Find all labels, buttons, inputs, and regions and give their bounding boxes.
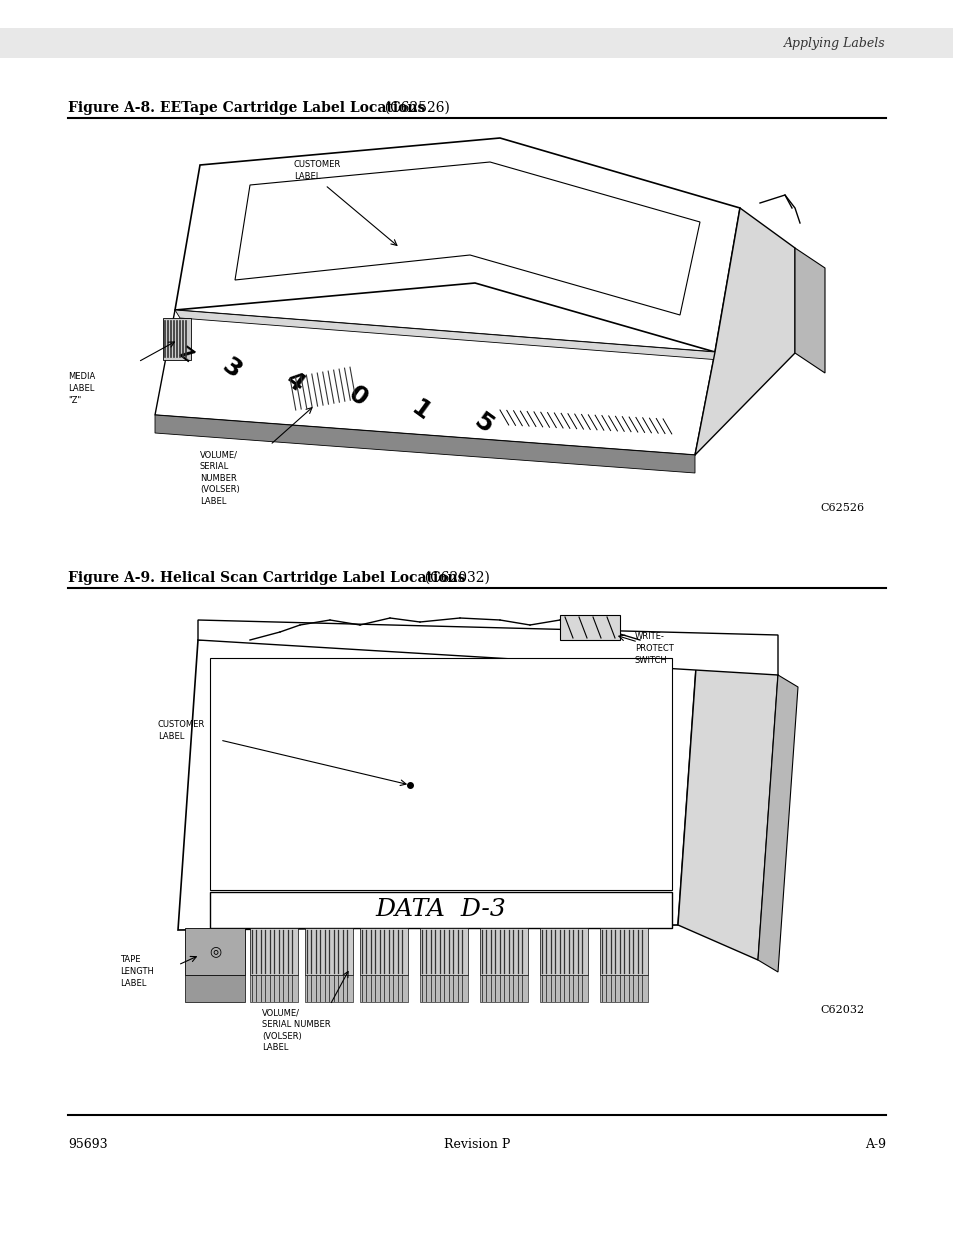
Text: (C62526): (C62526): [375, 101, 450, 115]
Text: 0: 0: [343, 382, 372, 411]
Bar: [163, 317, 191, 359]
Text: 3: 3: [217, 353, 246, 383]
Polygon shape: [794, 248, 824, 373]
Text: Revision P: Revision P: [443, 1139, 510, 1151]
Text: C62032: C62032: [820, 1005, 863, 1015]
Text: WRITE-
PROTECT
SWITCH: WRITE- PROTECT SWITCH: [635, 632, 673, 664]
Polygon shape: [479, 974, 527, 1002]
Polygon shape: [599, 927, 647, 974]
Polygon shape: [695, 207, 794, 454]
Polygon shape: [174, 138, 740, 352]
Polygon shape: [359, 974, 408, 1002]
Polygon shape: [234, 162, 700, 315]
Polygon shape: [599, 974, 647, 1002]
Polygon shape: [185, 927, 245, 974]
Polygon shape: [678, 640, 778, 960]
Polygon shape: [758, 676, 797, 972]
Polygon shape: [419, 974, 468, 1002]
Polygon shape: [539, 927, 587, 974]
Text: Applying Labels: Applying Labels: [783, 37, 885, 49]
Text: (C62032): (C62032): [416, 571, 489, 585]
Polygon shape: [250, 974, 297, 1002]
Text: 1: 1: [405, 395, 434, 425]
Text: C62526: C62526: [820, 503, 863, 513]
Text: 4: 4: [280, 367, 309, 396]
Text: ◎: ◎: [209, 944, 221, 958]
Polygon shape: [539, 974, 587, 1002]
Polygon shape: [419, 927, 468, 974]
Text: 95693: 95693: [68, 1139, 108, 1151]
Text: TAPE
LENGTH
LABEL: TAPE LENGTH LABEL: [120, 955, 153, 988]
Polygon shape: [359, 927, 408, 974]
Text: A-9: A-9: [864, 1139, 885, 1151]
Polygon shape: [479, 927, 527, 974]
Text: Figure A-9. Helical Scan Cartridge Label Locations: Figure A-9. Helical Scan Cartridge Label…: [68, 571, 465, 585]
Text: 5: 5: [469, 409, 497, 438]
Polygon shape: [305, 927, 353, 974]
Text: Figure A-8. EETape Cartridge Label Locations: Figure A-8. EETape Cartridge Label Locat…: [68, 101, 425, 115]
Text: Z: Z: [174, 343, 195, 366]
Polygon shape: [210, 658, 671, 890]
Polygon shape: [198, 620, 778, 676]
Polygon shape: [210, 892, 671, 927]
Text: VOLUME/
SERIAL
NUMBER
(VOLSER)
LABEL: VOLUME/ SERIAL NUMBER (VOLSER) LABEL: [200, 450, 239, 506]
Text: CUSTOMER
LABEL: CUSTOMER LABEL: [158, 720, 205, 741]
Text: DATA  D-3: DATA D-3: [375, 899, 506, 921]
Polygon shape: [154, 310, 714, 454]
Text: CUSTOMER
LABEL: CUSTOMER LABEL: [294, 161, 341, 180]
Polygon shape: [250, 927, 297, 974]
Polygon shape: [559, 615, 619, 640]
Polygon shape: [174, 310, 720, 359]
Bar: [0, 28, 953, 58]
Text: VOLUME/
SERIAL NUMBER
(VOLSER)
LABEL: VOLUME/ SERIAL NUMBER (VOLSER) LABEL: [262, 1008, 331, 1052]
Polygon shape: [185, 974, 245, 1002]
Polygon shape: [154, 415, 695, 473]
Polygon shape: [305, 974, 353, 1002]
Text: MEDIA
LABEL
"Z": MEDIA LABEL "Z": [68, 372, 95, 405]
Polygon shape: [178, 640, 698, 930]
